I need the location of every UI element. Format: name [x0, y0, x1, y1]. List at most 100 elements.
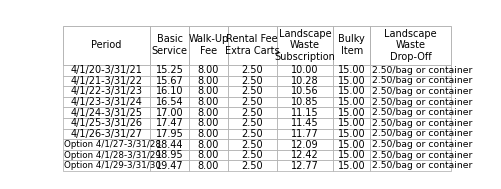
Bar: [227, 76, 277, 86]
Text: 8.00: 8.00: [197, 150, 219, 160]
Bar: [370, 26, 451, 65]
Bar: [333, 76, 370, 86]
Text: Bulky
Item: Bulky Item: [338, 34, 365, 56]
Text: 15.25: 15.25: [156, 65, 183, 75]
Bar: [189, 129, 227, 139]
Bar: [150, 86, 189, 97]
Text: Walk-Up
Fee: Walk-Up Fee: [188, 34, 228, 56]
Bar: [333, 86, 370, 97]
Bar: [63, 97, 150, 107]
Text: 2.50/bag or container: 2.50/bag or container: [372, 66, 472, 75]
Bar: [189, 65, 227, 76]
Bar: [189, 107, 227, 118]
Text: 4/1/20-3/31/21: 4/1/20-3/31/21: [71, 65, 142, 75]
Text: 15.00: 15.00: [338, 108, 366, 118]
Bar: [63, 107, 150, 118]
Bar: [150, 97, 189, 107]
Text: 8.00: 8.00: [197, 65, 219, 75]
Bar: [277, 76, 333, 86]
Bar: [277, 65, 333, 76]
Text: 2.50/bag or container: 2.50/bag or container: [372, 129, 472, 138]
Text: 4/1/22-3/31/23: 4/1/22-3/31/23: [71, 86, 142, 96]
Text: 8.00: 8.00: [197, 139, 219, 149]
Text: 8.00: 8.00: [197, 76, 219, 86]
Text: 2.50: 2.50: [241, 129, 263, 139]
Bar: [63, 26, 150, 65]
Bar: [333, 129, 370, 139]
Bar: [333, 139, 370, 150]
Bar: [189, 150, 227, 160]
Text: 15.00: 15.00: [338, 118, 366, 128]
Text: 2.50/bag or container: 2.50/bag or container: [372, 87, 472, 96]
Bar: [277, 118, 333, 129]
Text: Option 4/1/29-3/31/30: Option 4/1/29-3/31/30: [64, 161, 161, 170]
Text: Period: Period: [91, 40, 122, 50]
Bar: [189, 76, 227, 86]
Bar: [189, 86, 227, 97]
Text: 2.50: 2.50: [241, 86, 263, 96]
Text: 17.95: 17.95: [156, 129, 183, 139]
Bar: [189, 118, 227, 129]
Bar: [370, 107, 451, 118]
Bar: [150, 129, 189, 139]
Text: 15.00: 15.00: [338, 86, 366, 96]
Bar: [63, 118, 150, 129]
Text: Rental Fee
Extra Carts: Rental Fee Extra Carts: [225, 34, 280, 56]
Text: 19.47: 19.47: [156, 161, 183, 171]
Text: 2.50/bag or container: 2.50/bag or container: [372, 140, 472, 149]
Bar: [333, 118, 370, 129]
Text: 15.00: 15.00: [338, 161, 366, 171]
Text: 18.44: 18.44: [156, 139, 183, 149]
Bar: [189, 97, 227, 107]
Bar: [150, 150, 189, 160]
Text: 15.00: 15.00: [338, 97, 366, 107]
Bar: [227, 26, 277, 65]
Text: 2.50/bag or container: 2.50/bag or container: [372, 119, 472, 128]
Text: 11.15: 11.15: [291, 108, 319, 118]
Text: 8.00: 8.00: [197, 118, 219, 128]
Bar: [63, 139, 150, 150]
Text: Option 4/1/27-3/31/28: Option 4/1/27-3/31/28: [64, 140, 161, 149]
Text: 2.50/bag or container: 2.50/bag or container: [372, 151, 472, 160]
Text: 15.00: 15.00: [338, 129, 366, 139]
Bar: [227, 160, 277, 171]
Text: 4/1/21-3/31/22: 4/1/21-3/31/22: [71, 76, 142, 86]
Bar: [227, 139, 277, 150]
Text: 2.50: 2.50: [241, 108, 263, 118]
Bar: [189, 160, 227, 171]
Text: Landscape
Waste
Drop-Off: Landscape Waste Drop-Off: [384, 29, 437, 62]
Bar: [189, 26, 227, 65]
Bar: [333, 26, 370, 65]
Text: 15.00: 15.00: [338, 139, 366, 149]
Bar: [63, 86, 150, 97]
Bar: [63, 129, 150, 139]
Bar: [333, 160, 370, 171]
Bar: [227, 129, 277, 139]
Bar: [277, 26, 333, 65]
Text: 8.00: 8.00: [197, 86, 219, 96]
Text: 8.00: 8.00: [197, 108, 219, 118]
Text: Option 4/1/28-3/31/29: Option 4/1/28-3/31/29: [64, 151, 161, 160]
Bar: [150, 107, 189, 118]
Text: 2.50: 2.50: [241, 139, 263, 149]
Bar: [370, 160, 451, 171]
Text: 12.42: 12.42: [291, 150, 319, 160]
Bar: [370, 139, 451, 150]
Text: 18.95: 18.95: [156, 150, 183, 160]
Text: 4/1/26-3/31/27: 4/1/26-3/31/27: [71, 129, 142, 139]
Text: 2.50/bag or container: 2.50/bag or container: [372, 161, 472, 170]
Text: 10.85: 10.85: [291, 97, 319, 107]
Bar: [227, 150, 277, 160]
Text: 15.00: 15.00: [338, 65, 366, 75]
Bar: [370, 118, 451, 129]
Text: 2.50: 2.50: [241, 76, 263, 86]
Text: 2.50: 2.50: [241, 97, 263, 107]
Bar: [333, 65, 370, 76]
Text: 11.77: 11.77: [291, 129, 319, 139]
Text: 2.50: 2.50: [241, 118, 263, 128]
Bar: [370, 150, 451, 160]
Text: 10.56: 10.56: [291, 86, 319, 96]
Text: 11.45: 11.45: [291, 118, 319, 128]
Text: 8.00: 8.00: [197, 97, 219, 107]
Bar: [333, 150, 370, 160]
